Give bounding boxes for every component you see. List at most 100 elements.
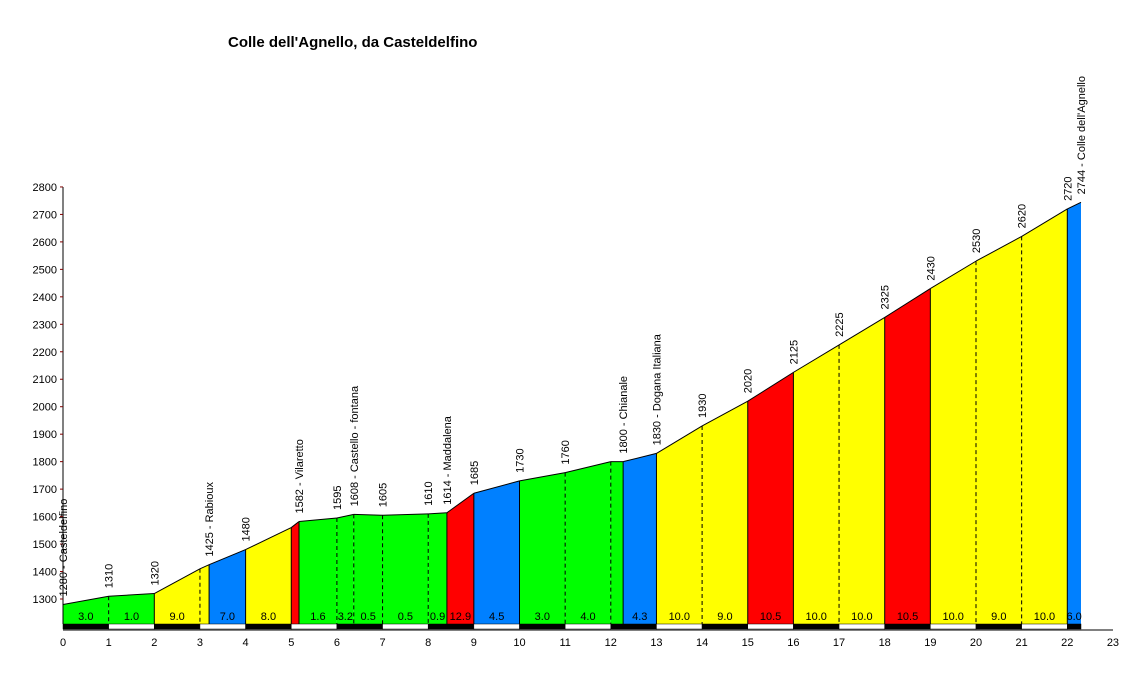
- x-tick-label: 9: [471, 637, 477, 649]
- km-bar: [154, 623, 201, 630]
- profile-line: [428, 512, 447, 515]
- x-tick-label: 22: [1061, 637, 1073, 649]
- profile-line: [565, 461, 611, 474]
- elevation-label: 1582 - Vilaretto: [294, 439, 306, 513]
- x-tick-label: 14: [696, 637, 708, 649]
- profile-segment: [839, 317, 885, 624]
- profile-segment: [382, 513, 429, 624]
- x-tick-label: 4: [243, 637, 249, 649]
- elevation-label: 2225: [834, 312, 846, 336]
- gradient-label: 4.5: [489, 611, 504, 623]
- profile-segment: [63, 596, 109, 624]
- profile-line: [208, 549, 246, 566]
- profile-segment: [623, 453, 657, 624]
- profile-segment: [199, 564, 210, 624]
- x-tick-label: 12: [605, 637, 617, 649]
- profile-segment: [336, 514, 354, 624]
- elevation-label: 1280 - Casteldelfino: [58, 499, 70, 597]
- x-tick-label: 15: [742, 637, 754, 649]
- profile-segment: [747, 372, 794, 624]
- y-tick-label: 1300: [33, 594, 57, 606]
- km-bar: [747, 623, 794, 630]
- gradient-label: 8.0: [261, 611, 276, 623]
- km-bar: [975, 623, 1022, 630]
- km-bar: [564, 623, 612, 630]
- profile-segment: [656, 425, 703, 624]
- y-tick-label: 2000: [33, 402, 57, 414]
- profile-line: [382, 513, 429, 516]
- y-tick-label: 2700: [33, 209, 57, 221]
- x-tick-label: 5: [288, 637, 294, 649]
- profile-line: [1021, 208, 1068, 237]
- x-tick-label: 2: [151, 637, 157, 649]
- profile-line: [747, 371, 794, 402]
- gradient-label: 10.0: [851, 611, 872, 623]
- profile-line: [884, 288, 931, 318]
- gradient-label: 9.0: [991, 611, 1006, 623]
- elevation-label: 1610: [423, 481, 435, 505]
- profile-segment: [154, 568, 200, 624]
- profile-line: [656, 425, 703, 454]
- profile-line: [975, 235, 1022, 262]
- profile-line: [298, 517, 337, 523]
- x-tick-label: 10: [513, 637, 525, 649]
- elevation-label: 1760: [560, 440, 572, 464]
- elevation-label: 1930: [697, 393, 709, 417]
- km-bar: [838, 623, 885, 630]
- gradient-label: 0.9: [430, 611, 445, 623]
- elevation-label: 2125: [788, 340, 800, 364]
- profile-line: [154, 568, 201, 594]
- x-tick-label: 11: [559, 637, 570, 649]
- profile-line: [473, 480, 520, 494]
- x-tick-label: 13: [650, 637, 662, 649]
- x-tick-label: 20: [970, 637, 982, 649]
- km-bar: [884, 623, 931, 630]
- gradient-label: 9.0: [169, 611, 184, 623]
- y-tick-label: 2400: [33, 292, 57, 304]
- x-tick-label: 17: [833, 637, 845, 649]
- profile-line: [108, 593, 155, 597]
- y-tick-label: 1600: [33, 512, 57, 524]
- gradient-label: 4.3: [632, 611, 647, 623]
- profile-line: [838, 317, 885, 346]
- y-tick-label: 2500: [33, 264, 57, 276]
- profile-line: [930, 260, 977, 290]
- profile-line: [199, 564, 210, 570]
- km-bar: [473, 623, 520, 630]
- x-tick-label: 0: [60, 637, 66, 649]
- profile-line: [623, 452, 657, 463]
- profile-segment: [473, 480, 520, 624]
- profile-line: [793, 344, 840, 373]
- profile-segment: [1067, 202, 1081, 625]
- x-tick-label: 8: [425, 637, 431, 649]
- elevation-label: 1730: [515, 448, 527, 472]
- x-tick-label: 21: [1016, 637, 1028, 649]
- gradient-label: 10.0: [669, 611, 690, 623]
- x-tick-label: 3: [197, 637, 203, 649]
- km-bar: [291, 623, 338, 630]
- elevation-label: 1614 - Maddalena: [442, 415, 454, 505]
- km-bar: [245, 623, 292, 630]
- gradient-label: 10.0: [942, 611, 963, 623]
- gradient-label: 4.0: [580, 611, 595, 623]
- profile-line: [519, 472, 566, 482]
- y-tick-label: 1400: [33, 567, 57, 579]
- y-tick-label: 1800: [33, 457, 57, 469]
- y-tick-label: 2200: [33, 347, 57, 359]
- km-bar: [62, 623, 109, 630]
- km-bar: [108, 623, 155, 630]
- elevation-label: 2720: [1062, 176, 1074, 200]
- profile-segment: [299, 517, 337, 624]
- km-bar: [336, 623, 383, 630]
- elevation-label: 1320: [149, 561, 161, 585]
- profile-segment: [930, 261, 976, 624]
- profile-segment: [209, 549, 246, 624]
- km-bar: [610, 623, 657, 630]
- profile-line: [353, 513, 383, 516]
- profile-segment: [702, 401, 748, 624]
- km-bar: [930, 623, 977, 630]
- gradient-label: 3.2: [338, 611, 353, 623]
- gradient-label: 7.0: [220, 611, 235, 623]
- profile-segment: [1021, 208, 1068, 624]
